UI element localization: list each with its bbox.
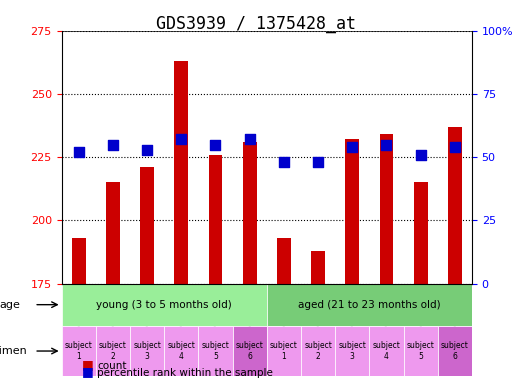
FancyBboxPatch shape — [438, 326, 472, 376]
FancyBboxPatch shape — [199, 326, 232, 376]
Text: subject
1: subject 1 — [65, 341, 93, 361]
Bar — [277, 238, 291, 384]
Text: subject
2: subject 2 — [99, 341, 127, 361]
FancyBboxPatch shape — [267, 326, 301, 376]
Text: ■: ■ — [82, 365, 94, 378]
Text: count: count — [97, 361, 127, 371]
Text: subject
3: subject 3 — [338, 341, 366, 361]
Text: specimen: specimen — [0, 346, 27, 356]
Point — [246, 136, 254, 142]
FancyBboxPatch shape — [335, 326, 369, 376]
Bar — [380, 134, 393, 384]
FancyBboxPatch shape — [62, 284, 267, 326]
Text: subject
1: subject 1 — [270, 341, 298, 361]
FancyBboxPatch shape — [369, 326, 404, 376]
Bar — [72, 238, 86, 384]
Point — [109, 141, 117, 147]
Bar — [345, 139, 359, 384]
Text: subject
3: subject 3 — [133, 341, 161, 361]
Text: aged (21 to 23 months old): aged (21 to 23 months old) — [298, 300, 441, 310]
Text: subject
6: subject 6 — [235, 341, 264, 361]
Bar — [174, 61, 188, 384]
Point — [348, 144, 357, 150]
Text: percentile rank within the sample: percentile rank within the sample — [97, 368, 273, 378]
Text: subject
5: subject 5 — [407, 341, 435, 361]
Point — [417, 152, 425, 158]
Point — [280, 159, 288, 165]
Bar — [448, 127, 462, 384]
Point — [74, 149, 83, 155]
Bar — [209, 155, 222, 384]
Bar — [243, 142, 256, 384]
FancyBboxPatch shape — [130, 326, 164, 376]
Text: subject
2: subject 2 — [304, 341, 332, 361]
Text: ■: ■ — [82, 358, 94, 371]
Point — [451, 144, 459, 150]
FancyBboxPatch shape — [62, 326, 96, 376]
Text: young (3 to 5 months old): young (3 to 5 months old) — [96, 300, 232, 310]
Text: subject
4: subject 4 — [372, 341, 401, 361]
FancyBboxPatch shape — [96, 326, 130, 376]
Point — [211, 141, 220, 147]
Text: subject
5: subject 5 — [202, 341, 229, 361]
Text: subject
6: subject 6 — [441, 341, 469, 361]
Point — [314, 159, 322, 165]
FancyBboxPatch shape — [301, 326, 335, 376]
FancyBboxPatch shape — [164, 326, 199, 376]
FancyBboxPatch shape — [232, 326, 267, 376]
Bar — [106, 182, 120, 384]
Bar — [140, 167, 154, 384]
Text: subject
4: subject 4 — [167, 341, 195, 361]
Point — [382, 141, 390, 147]
FancyBboxPatch shape — [267, 284, 472, 326]
Text: GDS3939 / 1375428_at: GDS3939 / 1375428_at — [156, 15, 357, 33]
Bar — [414, 182, 427, 384]
Point — [143, 147, 151, 153]
Bar — [311, 251, 325, 384]
Point — [177, 136, 185, 142]
FancyBboxPatch shape — [404, 326, 438, 376]
Text: age: age — [0, 300, 21, 310]
